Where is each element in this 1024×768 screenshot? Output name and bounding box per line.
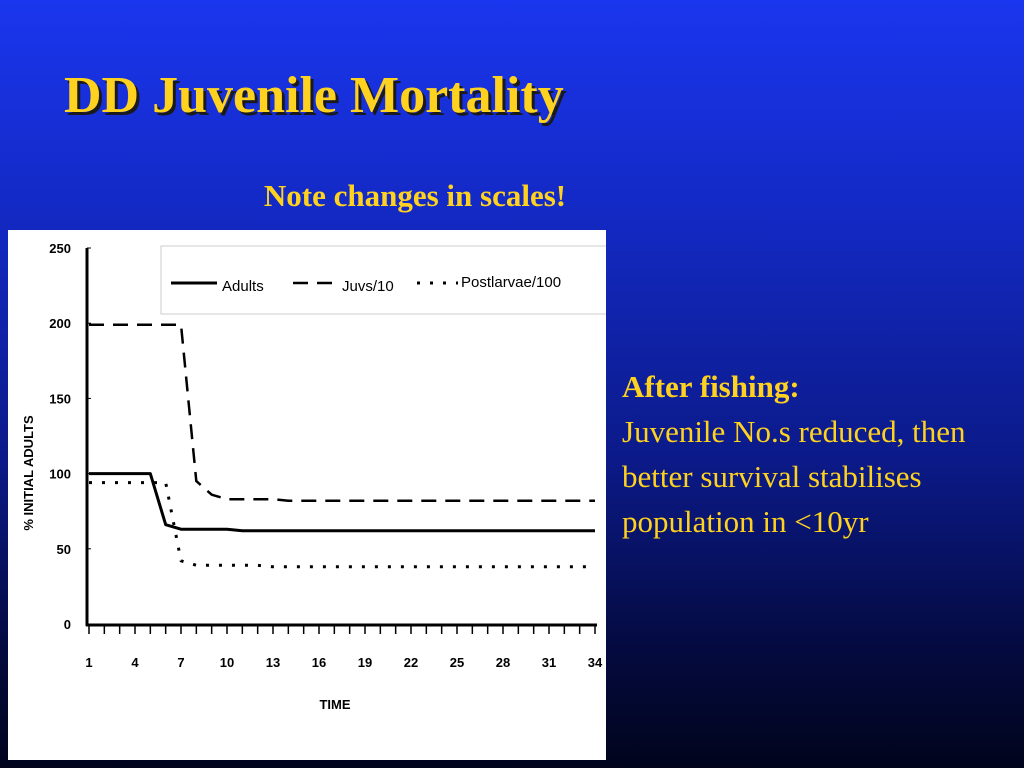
x-tick-label: 4 — [131, 655, 139, 670]
legend-label: Juvs/10 — [342, 278, 394, 295]
series-line-juvs-10 — [89, 323, 595, 502]
x-tick-label: 7 — [177, 655, 184, 670]
legend-label: Adults — [222, 278, 264, 295]
y-tick-label: 150 — [49, 391, 71, 406]
x-tick-label: 34 — [588, 655, 603, 670]
y-tick-label: 50 — [57, 542, 71, 557]
y-axis-title: % INITIAL ADULTS — [21, 415, 36, 531]
scale-note: Note changes in scales! — [263, 178, 567, 213]
line-chart: 0 50 100 150 200 250 1 4 7 10 13 16 19 22 25 28 31 34 TIME… — [8, 230, 606, 760]
slide-title: DD Juvenile Mortality — [64, 67, 564, 124]
x-tick-label: 10 — [220, 655, 234, 670]
x-axis-title: TIME — [319, 697, 350, 712]
x-tick-label: 19 — [358, 655, 372, 670]
x-tick-label: 22 — [404, 655, 418, 670]
chart-canvas: 0 50 100 150 200 250 1 4 7 10 13 16 19 22 25 28 31 34 TIME… — [21, 241, 606, 712]
legend-label: Postlarvae/100 — [461, 274, 561, 291]
side-body: Juvenile No.s reduced, then better survi… — [622, 414, 966, 539]
y-tick-label: 200 — [49, 316, 71, 331]
x-tick-label: 1 — [85, 655, 92, 670]
side-commentary: After fishing: Juvenile No.s reduced, th… — [622, 364, 1017, 544]
y-tick-label: 100 — [49, 467, 71, 482]
x-tick-label: 16 — [312, 655, 326, 670]
x-tick-label: 25 — [450, 655, 464, 670]
side-heading: After fishing: — [622, 369, 800, 404]
x-tick-label: 13 — [266, 655, 280, 670]
x-tick-label: 28 — [496, 655, 510, 670]
legend: Adults Juvs/10 Postlarvae/100 — [160, 245, 606, 315]
y-tick-label: 250 — [49, 241, 71, 256]
y-tick-label: 0 — [64, 617, 71, 632]
x-tick-label: 31 — [542, 655, 556, 670]
series-line-adults — [89, 472, 595, 533]
